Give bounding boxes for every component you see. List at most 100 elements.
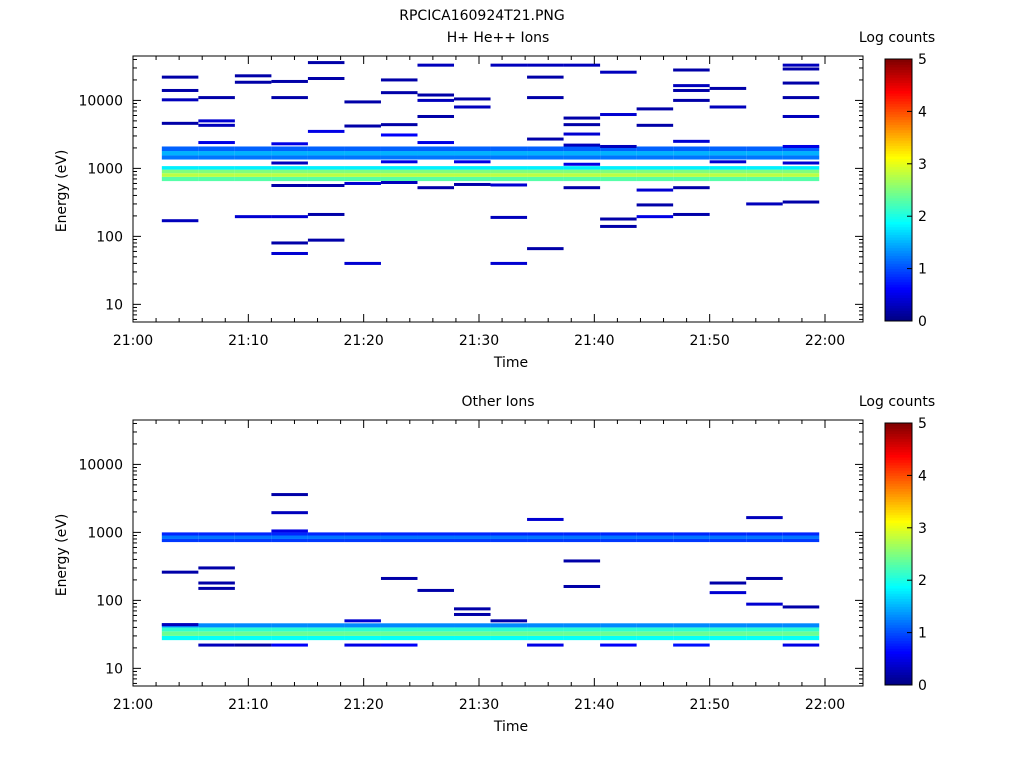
colorbar-step: [885, 237, 912, 241]
colorbar-step: [885, 632, 912, 636]
colorbar-step: [885, 551, 912, 555]
colorbar-step: [885, 77, 912, 81]
heatmap-cell: [600, 631, 637, 636]
heatmap-hit: [271, 251, 308, 255]
heatmap-cell: [527, 146, 564, 152]
x-tick-label: 21:00: [113, 697, 153, 713]
colorbar-step: [885, 153, 912, 157]
heatmap-cell: [490, 631, 528, 636]
heatmap-cell: [709, 173, 747, 177]
colorbar-step: [885, 284, 912, 288]
colorbar-step: [885, 606, 912, 610]
heatmap-cell: [636, 535, 674, 539]
heatmap-cell: [454, 173, 491, 177]
heatmap-cell: [600, 173, 637, 177]
heatmap-cell: [636, 176, 674, 182]
colorbar-step: [885, 140, 912, 144]
heatmap-cell: [527, 532, 564, 536]
colorbar-tick-label: 0: [918, 314, 927, 330]
heatmap-cell: [344, 176, 381, 182]
heatmap-hit: [563, 143, 601, 147]
heatmap-cell: [271, 155, 308, 160]
heatmap-hit: [782, 114, 820, 118]
heatmap-hit: [673, 186, 710, 190]
heatmap-cell: [673, 169, 710, 174]
heatmap-cell: [636, 151, 674, 156]
colorbar-step: [885, 556, 912, 560]
colorbar-step: [885, 265, 912, 270]
heatmap-cell: [490, 173, 528, 177]
heatmap-cell: [454, 176, 491, 182]
figure-title: RPCICA160924T21.PNG: [399, 8, 564, 24]
heatmap-hit: [490, 183, 528, 187]
heatmap-cell: [563, 155, 601, 160]
colorbar-label: Log counts: [859, 30, 935, 46]
colorbar-step: [885, 585, 912, 589]
heatmap-cell: [271, 538, 308, 543]
colorbar-step: [885, 69, 912, 73]
heatmap-cell: [746, 155, 783, 160]
heatmap-cell: [600, 176, 637, 182]
heatmap-cell: [527, 176, 564, 182]
colorbar-step: [885, 119, 912, 123]
colorbar-step: [885, 313, 912, 317]
colorbar-step: [885, 564, 912, 568]
colorbar-tick-label: 0: [918, 678, 927, 694]
heatmap-cell: [600, 155, 637, 160]
colorbar-step: [885, 674, 912, 678]
heatmap-hit: [454, 105, 491, 109]
colorbar-step: [885, 114, 912, 118]
heatmap-hit: [600, 217, 637, 221]
heatmap-cell: [600, 623, 637, 628]
heatmap-cell: [563, 166, 601, 170]
colorbar-step: [885, 483, 912, 487]
heatmap-hit: [380, 643, 418, 647]
colorbar-step: [885, 221, 912, 225]
colorbar-step: [885, 504, 912, 508]
heatmap-hit: [782, 161, 820, 165]
heatmap-cell: [454, 635, 491, 641]
heatmap-cell: [380, 155, 418, 160]
heatmap-cell: [380, 151, 418, 156]
colorbar-step: [885, 315, 912, 319]
colorbar-step: [885, 423, 912, 427]
panel-title: Other Ions: [461, 394, 534, 410]
heatmap-hit: [600, 113, 637, 117]
heatmap-cell: [636, 155, 674, 160]
heatmap-hit: [307, 212, 345, 216]
colorbar-step: [885, 472, 912, 476]
colorbar-step: [885, 190, 912, 194]
colorbar-step: [885, 567, 912, 571]
heatmap-cell: [673, 532, 710, 536]
heatmap-hit: [490, 619, 528, 623]
colorbar-step: [885, 297, 912, 301]
heatmap-cell: [709, 166, 747, 170]
heatmap-hit: [673, 643, 710, 647]
colorbar-step: [885, 124, 912, 128]
colorbar-step: [885, 554, 912, 558]
heatmap-cell: [344, 155, 381, 160]
colorbar-step: [885, 161, 912, 165]
colorbar-step: [885, 488, 912, 492]
colorbar-step: [885, 493, 912, 497]
heatmap-cell: [709, 532, 747, 536]
heatmap-hit: [307, 77, 345, 81]
colorbar-step: [885, 137, 912, 141]
heatmap-cell: [380, 532, 418, 536]
heatmap-cell: [673, 155, 710, 160]
heatmap-cell: [417, 155, 455, 160]
heatmap-cell: [782, 176, 820, 182]
colorbar-step: [885, 533, 912, 537]
colorbar-step: [885, 658, 912, 662]
heatmap-cell: [380, 623, 418, 628]
heatmap-cell: [344, 173, 381, 177]
colorbar-step: [885, 580, 912, 584]
colorbar-step: [885, 501, 912, 505]
colorbar-step: [885, 108, 912, 112]
colorbar-step: [885, 158, 912, 162]
colorbar-step: [885, 203, 912, 207]
heatmap-cell: [636, 146, 674, 152]
colorbar-step: [885, 192, 912, 196]
heatmap-hit: [782, 81, 820, 85]
heatmap-hit: [600, 224, 637, 228]
